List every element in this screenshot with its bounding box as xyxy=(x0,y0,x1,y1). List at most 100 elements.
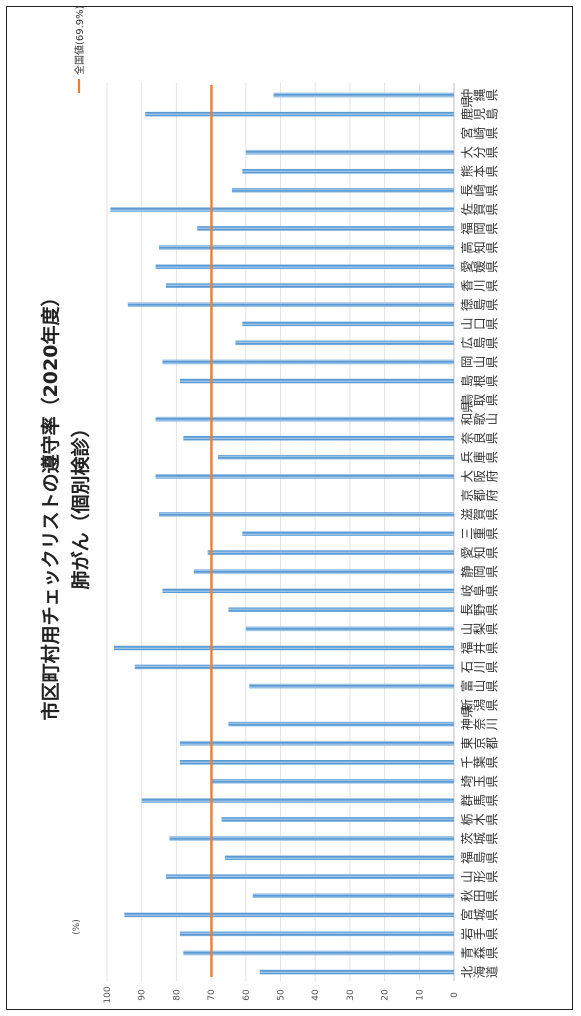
bar xyxy=(252,893,454,899)
category-label-char: 広 xyxy=(460,337,475,350)
category-label-char: 北 xyxy=(460,965,475,978)
category-label-char: 取 xyxy=(472,393,487,406)
category-label-char: 県 xyxy=(485,947,500,960)
category-label-char: 鹿 xyxy=(460,108,475,121)
category-labels: 北海道青森県岩手県宮城県秋田県山形県福島県茨城県栃木県群馬県埼玉県千葉県東京都神… xyxy=(460,88,500,978)
bar xyxy=(159,512,455,517)
category-label-char: 県 xyxy=(485,699,500,712)
category-label-char: 県 xyxy=(485,432,500,445)
category-label-char: 愛 xyxy=(460,546,475,559)
category-label-char: 道 xyxy=(485,965,500,978)
category-label-char: 佐 xyxy=(460,203,475,216)
category-label-char: 島 xyxy=(485,108,500,121)
category-label-char: 阜 xyxy=(472,584,487,597)
category-label-char: 県 xyxy=(485,508,500,521)
bar xyxy=(245,149,454,155)
category-label-char: 高 xyxy=(460,241,475,254)
category-label-char: 県 xyxy=(485,222,500,235)
category-label-char: 山 xyxy=(460,623,475,636)
value-tick-label: 50 xyxy=(277,989,287,1001)
category-label-char: 山 xyxy=(460,318,475,331)
category-label-char: 県 xyxy=(485,356,500,369)
bar xyxy=(211,779,454,784)
category-label-char: 縄 xyxy=(472,88,487,101)
y-axis-unit-label: (%) xyxy=(72,919,82,935)
bar xyxy=(159,245,455,250)
value-tick-label: 80 xyxy=(172,989,182,1001)
value-tick-label: 40 xyxy=(311,989,321,1001)
category-label-char: 川 xyxy=(472,661,487,674)
category-label-char: 県 xyxy=(485,889,500,902)
category-label-char: 田 xyxy=(472,889,487,902)
value-tick-label: 20 xyxy=(381,989,391,1001)
category-label-char: 県 xyxy=(485,127,500,140)
bar xyxy=(197,226,454,231)
category-label-char: 群 xyxy=(460,794,475,807)
category-label-char: 県 xyxy=(460,95,475,108)
bar xyxy=(155,416,454,422)
category-label-char: 県 xyxy=(485,184,500,197)
category-label-char: 重 xyxy=(472,527,487,540)
bar xyxy=(165,874,455,879)
category-label-char: 海 xyxy=(472,965,487,978)
category-label-char: 岡 xyxy=(472,565,487,578)
bar xyxy=(179,740,454,746)
category-label-char: 富 xyxy=(460,680,475,693)
category-label-char: 木 xyxy=(472,813,487,826)
bar xyxy=(242,321,454,327)
category-label-char: 県 xyxy=(485,375,500,388)
bar xyxy=(242,531,454,536)
category-label-char: 島 xyxy=(472,298,487,311)
category-label-char: 愛 xyxy=(460,260,475,273)
category-label-char: 良 xyxy=(472,432,487,445)
category-label-char: 県 xyxy=(485,565,500,578)
bar xyxy=(231,188,454,193)
bar xyxy=(179,759,454,765)
category-label-char: 長 xyxy=(460,603,475,616)
bar xyxy=(134,664,454,670)
bar xyxy=(113,645,454,651)
category-label-char: 石 xyxy=(460,661,475,674)
category-label-char: 県 xyxy=(485,832,500,845)
category-label-char: 県 xyxy=(485,260,500,273)
category-label-char: 県 xyxy=(485,146,500,159)
category-label-char: 知 xyxy=(472,546,487,559)
category-label-char: 県 xyxy=(485,527,500,540)
category-label-char: 県 xyxy=(485,680,500,693)
category-label-char: 新 xyxy=(460,699,475,712)
category-label-char: 奈 xyxy=(460,431,475,444)
legend-label: 全国値(69.9%) xyxy=(73,7,86,75)
bar xyxy=(218,454,454,460)
category-label-char: 児 xyxy=(472,108,487,121)
category-label-char: 県 xyxy=(485,241,500,254)
value-tick-label: 30 xyxy=(346,989,356,1001)
category-label-char: 大 xyxy=(460,470,475,483)
category-label-char: 県 xyxy=(485,89,500,102)
category-label-char: 葉 xyxy=(472,756,487,769)
chart-subtitle: 肺がん（個別検診） xyxy=(69,418,92,589)
bar xyxy=(162,588,454,593)
category-label-char: 城 xyxy=(472,908,487,921)
category-label-char: 島 xyxy=(472,337,487,350)
category-label-char: 岡 xyxy=(460,356,475,369)
category-label-char: 島 xyxy=(460,375,475,388)
bar xyxy=(207,550,454,555)
category-label-char: 京 xyxy=(460,489,475,502)
category-label-char: 長 xyxy=(460,184,475,197)
category-label-char: 分 xyxy=(472,146,487,159)
category-label-char: 歌 xyxy=(472,412,487,425)
category-label-char: 手 xyxy=(472,928,487,941)
category-label-char: 県 xyxy=(485,909,500,922)
category-label-char: 県 xyxy=(485,642,500,655)
category-label-char: 森 xyxy=(472,946,487,959)
bar xyxy=(127,302,454,308)
bar xyxy=(273,92,454,98)
category-label-char: 野 xyxy=(472,603,487,616)
bar xyxy=(110,207,454,212)
category-label-char: 静 xyxy=(460,565,475,578)
category-label-char: 京 xyxy=(472,737,487,750)
category-label-char: 埼 xyxy=(460,775,475,788)
category-label-char: 島 xyxy=(472,851,487,864)
bar xyxy=(259,969,454,975)
